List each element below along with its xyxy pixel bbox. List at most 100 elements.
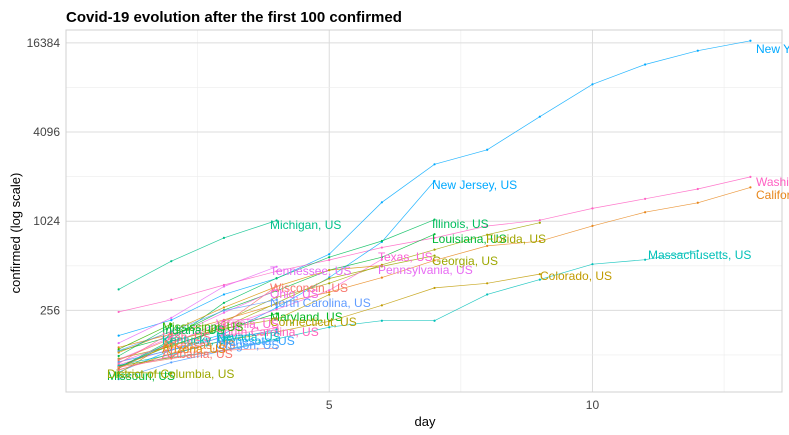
data-point xyxy=(117,364,120,367)
data-point xyxy=(486,244,489,247)
data-point xyxy=(117,351,120,354)
data-point xyxy=(222,306,226,309)
series-line xyxy=(118,343,172,369)
series-end-label: Illinois, US xyxy=(432,217,489,231)
data-point xyxy=(117,288,120,291)
data-point xyxy=(170,342,173,346)
x-tick-label: 10 xyxy=(586,398,600,412)
data-point xyxy=(538,115,541,118)
series-end-label: Indiana, US xyxy=(162,323,225,337)
data-point xyxy=(117,310,120,314)
series-end-label: Minnesota, US xyxy=(216,334,295,348)
series-end-label: North Carolina, US xyxy=(270,296,371,310)
data-point xyxy=(591,207,594,210)
series-line xyxy=(118,323,172,350)
data-point xyxy=(538,273,541,276)
data-point xyxy=(222,339,226,342)
data-point xyxy=(696,187,699,191)
data-point xyxy=(328,291,331,294)
data-point xyxy=(433,233,436,236)
data-point xyxy=(328,256,331,259)
data-point xyxy=(222,334,226,337)
data-point xyxy=(749,175,752,178)
series-end-label: Michigan, US xyxy=(270,218,341,232)
y-tick-label: 4096 xyxy=(33,125,60,139)
data-point xyxy=(644,211,647,214)
series-line xyxy=(118,339,277,380)
data-point xyxy=(117,341,120,345)
y-tick-label: 16384 xyxy=(27,36,61,50)
data-point xyxy=(433,163,436,166)
data-point xyxy=(538,240,541,243)
data-point xyxy=(591,263,594,266)
data-point xyxy=(486,224,489,228)
data-point xyxy=(222,236,226,239)
series-line xyxy=(118,332,172,364)
series-end-label: Missouri, US xyxy=(107,369,175,383)
series-end-label: Virginia, US xyxy=(216,317,279,331)
data-point xyxy=(117,359,120,362)
series-line xyxy=(118,371,172,374)
data-point xyxy=(538,221,541,224)
data-point xyxy=(380,256,383,259)
series-end-label: Nevada, US xyxy=(216,330,281,344)
data-point xyxy=(696,249,699,252)
series-end-label: Arkansas, US xyxy=(162,338,235,352)
data-point xyxy=(170,298,173,301)
data-point xyxy=(275,298,278,301)
series-end-label: Connecticut, US xyxy=(270,315,357,329)
data-point xyxy=(644,63,647,66)
series-end-label: District of Columbia, US xyxy=(107,367,234,381)
series-end-label: Wisconsin, US xyxy=(270,281,348,295)
data-point xyxy=(275,328,278,331)
data-point xyxy=(117,366,120,369)
data-point xyxy=(170,361,173,364)
x-axis-title: day xyxy=(415,414,436,429)
data-point xyxy=(170,324,173,328)
data-point xyxy=(380,276,383,279)
data-point xyxy=(433,248,436,251)
data-point xyxy=(170,337,173,340)
data-point xyxy=(328,320,331,323)
data-point xyxy=(591,83,594,86)
data-point xyxy=(486,293,489,296)
series-end-label: New Jersey, US xyxy=(432,178,517,192)
data-point xyxy=(433,236,436,239)
data-point xyxy=(222,311,226,314)
plot-border xyxy=(65,29,783,393)
data-point xyxy=(170,349,173,352)
data-point xyxy=(486,282,489,285)
data-point xyxy=(170,260,173,263)
data-point xyxy=(222,336,226,339)
series-end-label: South Carolina, US xyxy=(216,325,319,339)
data-point xyxy=(486,148,489,151)
data-point xyxy=(222,323,226,326)
series-end-label: Kentucky, US xyxy=(162,333,234,347)
data-point xyxy=(380,319,383,322)
data-point xyxy=(170,354,173,358)
data-point xyxy=(170,331,173,334)
data-point xyxy=(170,357,173,360)
data-point xyxy=(117,362,120,365)
data-point xyxy=(380,264,383,267)
data-point xyxy=(117,371,120,374)
data-point xyxy=(170,319,173,322)
series-end-label: Texas, US xyxy=(378,250,433,264)
data-point xyxy=(275,277,278,280)
y-tick-label: 256 xyxy=(40,303,60,317)
series-line xyxy=(118,220,277,290)
series-line xyxy=(118,347,277,368)
series-points xyxy=(117,39,752,381)
data-point xyxy=(170,322,173,326)
data-point xyxy=(275,312,278,315)
data-point xyxy=(433,259,436,262)
series-end-label: Georgia, US xyxy=(432,254,498,268)
data-point xyxy=(222,319,226,322)
data-point xyxy=(749,186,752,189)
data-point xyxy=(222,309,226,312)
grid xyxy=(65,29,783,393)
data-point xyxy=(275,270,278,273)
series-end-label: Oregon, US xyxy=(216,338,279,352)
series-end-label: Ohio, US xyxy=(270,287,319,301)
